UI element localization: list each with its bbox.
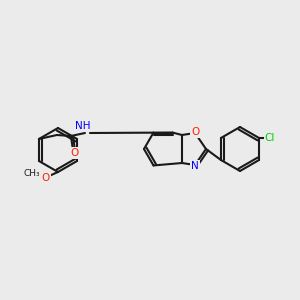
Text: O: O <box>71 148 79 158</box>
Text: N: N <box>191 161 199 171</box>
Text: NH: NH <box>75 121 91 131</box>
Text: O: O <box>42 173 50 183</box>
Text: O: O <box>191 127 199 137</box>
Text: Cl: Cl <box>265 133 275 143</box>
Text: CH₃: CH₃ <box>24 169 40 178</box>
